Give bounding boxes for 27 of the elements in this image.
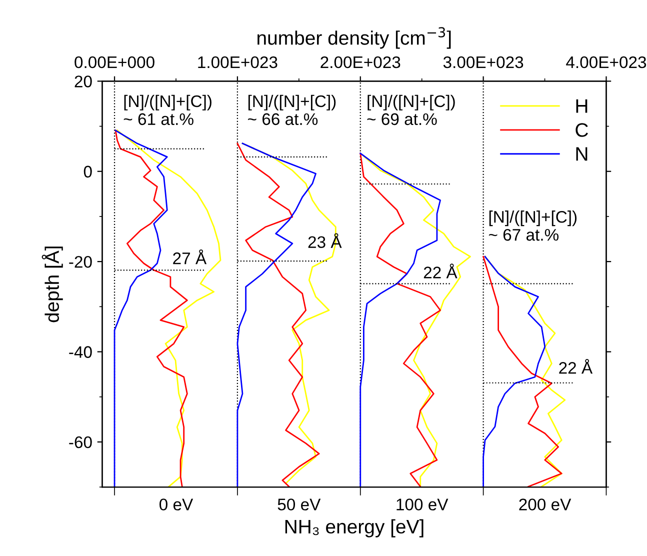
x-tick-label: 100 eV	[396, 498, 448, 510]
x-tick-label: 0 eV	[159, 498, 194, 510]
x-tick-label: 200 eV	[519, 498, 572, 510]
y-tick-label: -20	[69, 256, 92, 268]
y-tick-label: -60	[69, 436, 92, 448]
legend-label: N	[576, 147, 588, 161]
x-tick-label: 50 eV	[278, 498, 321, 510]
annotation: [N]/([N]+[C]) ~ 69 at.%	[367, 94, 455, 126]
x2-tick-label: 4.00E+023	[566, 56, 646, 68]
y-tick-label: -40	[69, 346, 92, 358]
x2-tick-label: 3.00E+023	[443, 56, 524, 68]
x2-tick-label: 2.00E+023	[320, 56, 400, 68]
annotation: [N]/([N]+[C]) ~ 61 at.%	[124, 94, 212, 126]
annotation: 22 Å	[424, 264, 458, 278]
annotation: [N]/([N]+[C]) ~ 66 at.%	[248, 94, 336, 126]
x2-tick-label: 1.00E+023	[198, 56, 278, 68]
annotation: 27 Å	[173, 249, 207, 264]
x2-axis-title: number density [cm$^{−3}$]	[258, 27, 451, 49]
y-tick-label: 0	[84, 166, 92, 178]
annotation: [N]/([N]+[C]) ~ 67 at.%	[488, 210, 577, 241]
x2-tick-label: 0.00E+000	[74, 56, 154, 68]
legend-label: C	[576, 123, 588, 137]
y-tick-label: 20	[74, 76, 92, 88]
annotation: 22 Å	[559, 359, 593, 374]
legend-label: H	[576, 99, 588, 113]
x-axis-title: NH₃ energy [eV]	[285, 519, 424, 538]
y-axis-title: depth [Å]	[42, 246, 63, 322]
